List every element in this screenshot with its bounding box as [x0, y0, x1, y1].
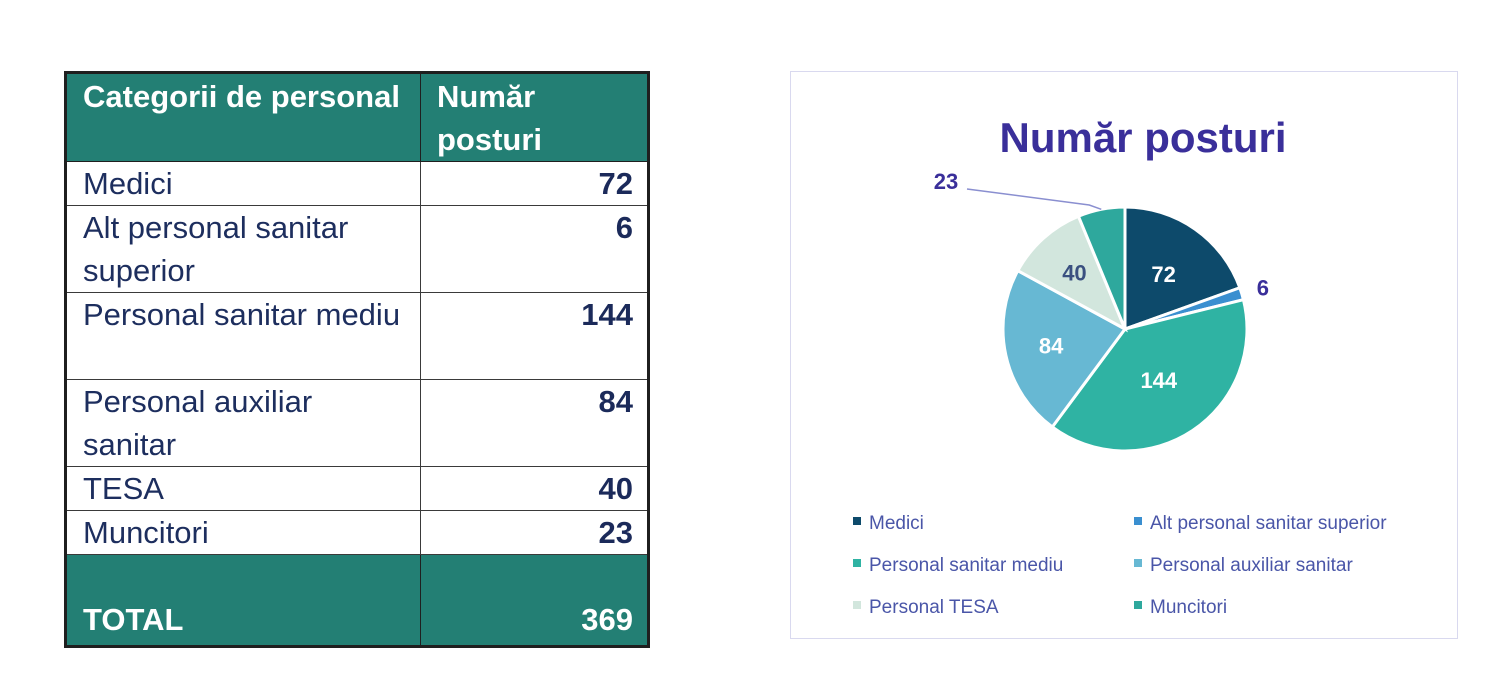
header-count: Număr posturi: [420, 72, 649, 162]
row-category: Personal sanitar mediu: [65, 292, 421, 380]
data-label-muncitori: 23: [934, 169, 958, 194]
legend-label-personal-tesa: Personal TESA: [869, 597, 999, 618]
legend-swatch-alt-personal-sanitar-superior: [1134, 517, 1142, 525]
legend-swatch-personal-sanitar-mediu: [853, 559, 861, 567]
legend-swatch-personal-auxiliar-sanitar: [1134, 559, 1142, 567]
row-count: 144: [420, 292, 649, 380]
table-header-row: Categorii de personal Număr posturi: [65, 72, 649, 162]
row-category: Medici: [65, 161, 421, 206]
row-category: Alt personal sanitar superior: [65, 205, 421, 293]
pie-slice-medici: [1123, 205, 1242, 332]
legend-swatch-personal-tesa: [853, 601, 861, 609]
data-label-alt-personal-sanitar-superior: 6: [1257, 275, 1269, 300]
leader-line-muncitori: [966, 188, 1102, 211]
row-category: Muncitori: [65, 510, 421, 555]
data-label-personal-tesa: 40: [1062, 261, 1086, 286]
header-category: Categorii de personal: [65, 72, 421, 162]
legend-label-medici: Medici: [869, 513, 924, 534]
row-count: 84: [420, 379, 649, 467]
pie-slice-personal-sanitar-mediu: [1050, 297, 1249, 453]
legend-label-muncitori: Muncitori: [1150, 597, 1227, 618]
table-row: TESA 40: [65, 466, 649, 511]
table-row: Medici 72: [65, 161, 649, 206]
table-row: Personal sanitar mediu 144: [65, 292, 649, 380]
row-count: 72: [420, 161, 649, 206]
data-label-personal-auxiliar-sanitar: 84: [1039, 333, 1064, 358]
chart-title: Număr posturi: [999, 114, 1286, 161]
legend-label-alt-personal-sanitar-superior: Alt personal sanitar superior: [1150, 513, 1387, 534]
data-label-personal-sanitar-mediu: 144: [1140, 368, 1177, 393]
table-row: Alt personal sanitar superior 6: [65, 205, 649, 293]
row-category: Personal auxiliar sanitar: [65, 379, 421, 467]
staff-table: Categorii de personal Număr posturi Medi…: [64, 71, 650, 648]
row-count: 6: [420, 205, 649, 293]
table-total-row: TOTAL 369: [65, 554, 649, 647]
table-row: Muncitori 23: [65, 510, 649, 555]
data-label-medici: 72: [1151, 262, 1175, 287]
total-label: TOTAL: [65, 554, 421, 647]
chart-frame: Număr posturi 72 6 144 84 40 23 Medici Alt per…: [790, 71, 1458, 639]
pie-slice-personal-tesa: [1015, 214, 1129, 333]
pie-slice-muncitori: [1076, 205, 1127, 330]
row-count: 40: [420, 466, 649, 511]
legend-label-personal-sanitar-mediu: Personal sanitar mediu: [869, 555, 1063, 576]
row-count: 23: [420, 510, 649, 555]
legend-label-personal-auxiliar-sanitar: Personal auxiliar sanitar: [1150, 555, 1353, 576]
pie-slice-personal-auxiliar-sanitar: [1001, 268, 1128, 430]
legend-swatch-medici: [853, 517, 861, 525]
table-row: Personal auxiliar sanitar 84: [65, 379, 649, 467]
total-value: 369: [420, 554, 649, 647]
pie-chart: Număr posturi 72 6 144 84 40 23 Medici Alt per…: [853, 114, 1387, 618]
row-category: TESA: [65, 466, 421, 511]
legend-swatch-muncitori: [1134, 601, 1142, 609]
